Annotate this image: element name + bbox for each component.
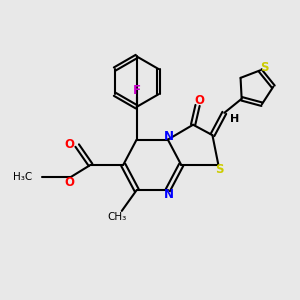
Text: S: S bbox=[260, 61, 269, 74]
Text: N: N bbox=[164, 188, 174, 201]
Text: O: O bbox=[65, 176, 75, 189]
Text: H: H bbox=[230, 114, 239, 124]
Text: O: O bbox=[194, 94, 204, 107]
Text: F: F bbox=[133, 84, 141, 97]
Text: S: S bbox=[216, 163, 224, 176]
Text: CH₃: CH₃ bbox=[108, 212, 127, 222]
Text: O: O bbox=[65, 138, 75, 151]
Text: H₃C: H₃C bbox=[13, 172, 33, 182]
Text: N: N bbox=[164, 130, 174, 143]
